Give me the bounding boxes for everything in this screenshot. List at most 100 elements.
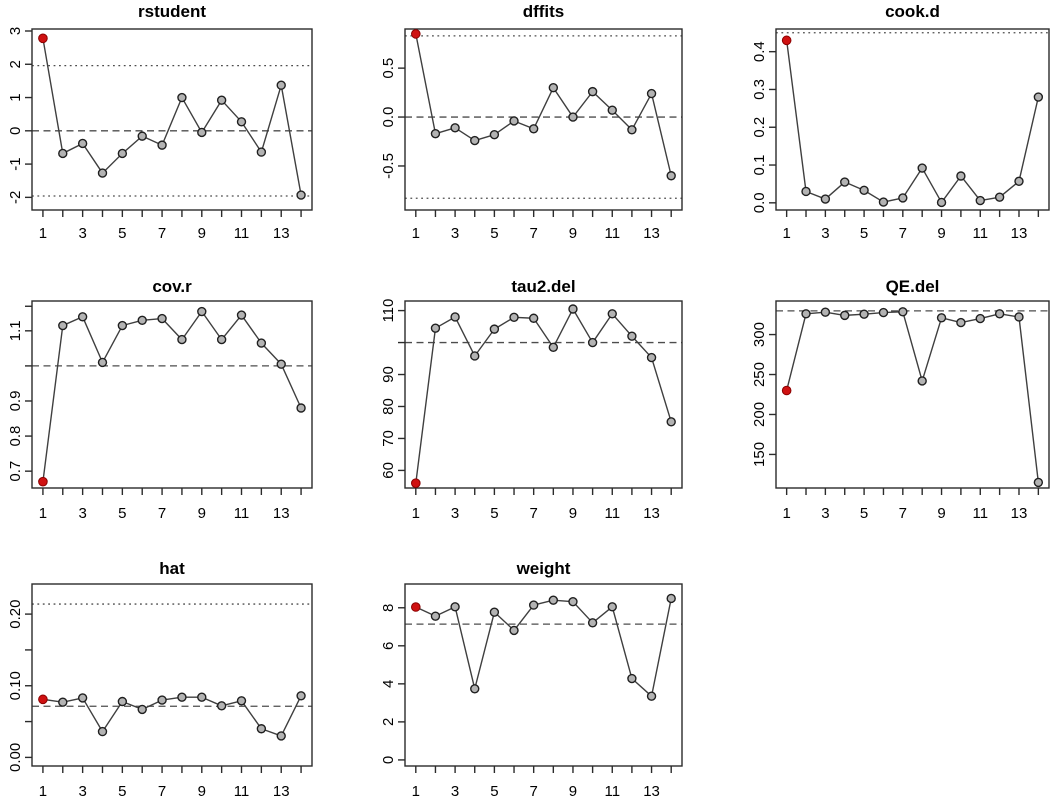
data-point [430,611,441,621]
data-point [1033,92,1044,102]
y-tick-label: 0.9 [7,391,24,412]
plot-box [404,300,683,489]
influential-point [411,29,421,39]
x-tick-label: 11 [604,783,620,800]
data-point [276,731,286,741]
plot-cookd: 0.00.10.20.30.41 3 5 7 9 11 13 cook.d [751,2,1050,242]
x-tick-label: 11 [972,225,988,242]
x-tick-label: 7 [158,225,166,242]
panel-title: hat [159,559,185,578]
y-tick-label: 0 [7,127,24,135]
data-point [840,310,850,321]
data-point [587,337,598,348]
data-point [489,607,500,617]
x-tick-label: 11 [234,225,250,242]
data-point [666,593,676,604]
data-point [801,309,811,319]
y-tick-label: 200 [751,402,768,427]
data-point [276,80,286,90]
y-tick-label: 0.2 [751,117,768,138]
influential-point [781,35,792,46]
data-point [157,313,167,324]
data-point [528,313,539,323]
data-point [936,197,947,208]
data-point [77,693,88,703]
data-point [627,673,637,684]
plot-content: 0.00.10.20.30.41 3 5 7 9 11 13 [751,28,1050,242]
x-tick-label: 13 [273,505,290,522]
influential-point [411,602,421,612]
plot-content: 0.70.80.91.11 3 5 7 9 11 13 [7,300,313,522]
plot-hat: 0.000.100.201 3 5 7 9 11 13 hat [7,559,313,800]
data-point [528,124,539,134]
data-point [627,125,637,135]
data-point [58,148,68,159]
data-point [936,313,947,323]
data-point [177,692,187,702]
x-tick-label: 3 [821,225,829,242]
x-tick-label: 13 [273,225,290,242]
panel-qedel: 150 200 250 300 1 3 5 7 9 11 13 QE.del [704,268,1055,536]
y-tick-label: -1 [7,157,24,170]
x-tick-label: 11 [972,505,988,522]
plot-dffits: -0.50.00.51 3 5 7 9 11 13 dffits [380,2,683,242]
y-tick-label: 6 [380,642,397,650]
y-tick-label: 300 [751,322,768,347]
x-tick-label: 1 [412,783,420,800]
y-tick-label: 8 [380,604,397,612]
influential-point [38,476,48,487]
x-tick-label: 13 [273,783,290,800]
data-point [956,171,966,181]
panel-title: QE.del [886,277,940,296]
y-tick-label: 150 [751,442,768,467]
x-tick-label: 3 [451,505,459,522]
panel-rstudent: -2 -1 0 1 2 3 1 3 5 7 9 11 13 rstudent [0,0,352,268]
data-point [450,123,460,133]
data-point [97,168,108,178]
x-tick-label: 5 [490,783,498,800]
x-tick-label: 11 [604,505,620,522]
data-point [878,197,889,207]
x-tick-label: 1 [782,225,790,242]
x-tick-label: 11 [604,225,620,242]
data-point [801,186,811,197]
data-point [430,128,441,139]
x-tick-label: 5 [490,505,498,522]
data-point [470,351,480,361]
x-tick-label: 9 [937,225,945,242]
x-tick-label: 1 [412,505,420,522]
data-series-line [42,695,302,737]
data-point [77,312,88,322]
data-point [97,726,108,737]
y-tick-label: -2 [7,191,24,204]
data-point [296,190,306,200]
x-tick-label: 1 [39,225,47,242]
data-point [489,324,500,334]
plot-box [404,583,683,767]
y-tick-label: 2 [380,718,397,726]
data-point [548,595,559,605]
data-point [216,95,227,105]
x-tick-label: 7 [158,783,166,800]
data-point [256,338,267,348]
data-point [568,596,578,607]
y-tick-label: 60 [380,462,397,479]
data-point [548,83,559,93]
data-point [548,342,559,353]
data-point [137,131,147,141]
data-point [137,315,147,325]
x-tick-label: 9 [569,783,577,800]
data-point [820,194,831,204]
y-tick-label: 0.00 [7,743,24,772]
data-point [276,359,286,369]
panel-hat: 0.00 0.10 0.20 1 3 5 7 9 11 13 hat [0,536,352,804]
data-point [898,307,908,317]
panel-weight: 0 2 4 6 8 1 3 5 7 9 11 13 weight [352,536,704,804]
y-tick-label: 0.3 [751,79,768,100]
x-tick-label: 3 [451,783,459,800]
y-tick-label: 110 [380,299,397,323]
influential-point [38,33,48,44]
